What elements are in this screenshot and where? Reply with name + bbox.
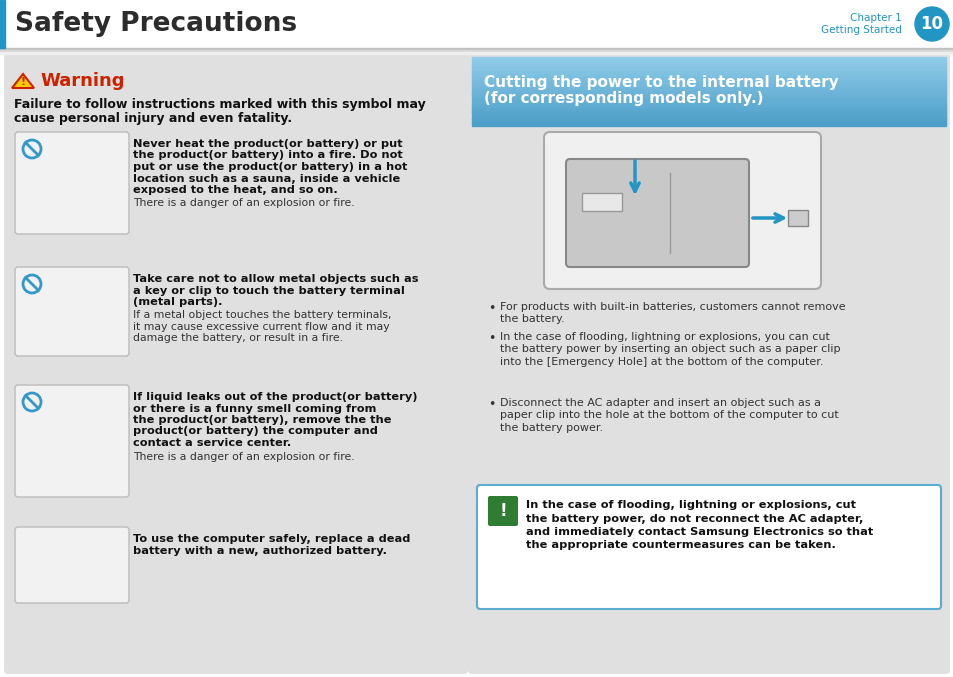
Polygon shape (12, 74, 34, 88)
Text: •: • (488, 302, 495, 315)
Bar (0, 0, 953, 48)
Text: Safety Precautions: Safety Precautions (15, 11, 296, 37)
FancyBboxPatch shape (4, 53, 468, 674)
Bar (472, 84, 945, 88)
FancyBboxPatch shape (15, 132, 129, 234)
Text: contact a service center.: contact a service center. (132, 438, 291, 448)
FancyBboxPatch shape (476, 485, 940, 609)
Text: Take care not to allow metal objects such as: Take care not to allow metal objects suc… (132, 274, 418, 284)
Text: !: ! (20, 77, 26, 87)
Text: the battery power, do not reconnect the AC adapter,: the battery power, do not reconnect the … (525, 513, 862, 523)
Bar (472, 97, 945, 102)
Bar (472, 115, 945, 118)
Text: a key or clip to touch the battery terminal: a key or clip to touch the battery termi… (132, 286, 404, 295)
FancyBboxPatch shape (468, 53, 949, 674)
Text: (metal parts).: (metal parts). (132, 297, 222, 307)
Text: the product(or battery) into a fire. Do not: the product(or battery) into a fire. Do … (132, 150, 402, 160)
FancyBboxPatch shape (543, 132, 821, 289)
Text: (for corresponding models only.): (for corresponding models only.) (483, 91, 762, 106)
Text: the battery.: the battery. (499, 315, 564, 324)
Text: 10: 10 (920, 15, 943, 33)
Text: Cutting the power to the internal battery: Cutting the power to the internal batter… (483, 75, 838, 90)
FancyBboxPatch shape (15, 527, 129, 603)
Text: •: • (488, 332, 495, 345)
Text: cause personal injury and even fatality.: cause personal injury and even fatality. (14, 112, 292, 125)
Text: it may cause excessive current flow and it may: it may cause excessive current flow and … (132, 322, 389, 332)
Bar (472, 67, 945, 71)
Text: To use the computer safely, replace a dead: To use the computer safely, replace a de… (132, 534, 410, 544)
Text: battery with a new, authorized battery.: battery with a new, authorized battery. (132, 546, 387, 556)
Text: paper clip into the hole at the bottom of the computer to cut: paper clip into the hole at the bottom o… (499, 410, 838, 420)
Bar (472, 87, 945, 91)
Text: put or use the product(or battery) in a hot: put or use the product(or battery) in a … (132, 162, 407, 172)
Circle shape (914, 7, 948, 41)
Bar (472, 94, 945, 98)
FancyBboxPatch shape (15, 267, 129, 356)
Text: Never heat the product(or battery) or put: Never heat the product(or battery) or pu… (132, 139, 402, 149)
Bar (0, 52, 953, 54)
Text: and immediately contact Samsung Electronics so that: and immediately contact Samsung Electron… (525, 527, 872, 537)
Text: into the [Emergency Hole] at the bottom of the computer.: into the [Emergency Hole] at the bottom … (499, 357, 822, 367)
Text: damage the battery, or result in a fire.: damage the battery, or result in a fire. (132, 333, 343, 343)
FancyBboxPatch shape (565, 159, 748, 267)
Text: Chapter 1: Chapter 1 (849, 13, 901, 23)
Bar (472, 60, 945, 64)
Bar (0, 0, 5, 48)
Bar (472, 112, 945, 115)
Bar (472, 81, 945, 85)
Text: exposed to the heat, and so on.: exposed to the heat, and so on. (132, 185, 337, 195)
Text: the battery power by inserting an object such as a paper clip: the battery power by inserting an object… (499, 345, 840, 355)
Bar (472, 118, 945, 122)
Text: There is a danger of an explosion or fire.: There is a danger of an explosion or fir… (132, 452, 355, 462)
Text: Warning: Warning (40, 72, 125, 90)
Bar (472, 77, 945, 81)
Text: Getting Started: Getting Started (821, 25, 901, 35)
Text: If a metal object touches the battery terminals,: If a metal object touches the battery te… (132, 311, 391, 320)
Bar (787, 210, 807, 226)
Text: For products with built-in batteries, customers cannot remove: For products with built-in batteries, cu… (499, 302, 844, 312)
Text: Failure to follow instructions marked with this symbol may: Failure to follow instructions marked wi… (14, 98, 425, 111)
Bar (472, 74, 945, 78)
Text: There is a danger of an explosion or fire.: There is a danger of an explosion or fir… (132, 198, 355, 209)
Text: Disconnect the AC adapter and insert an object such as a: Disconnect the AC adapter and insert an … (499, 398, 821, 408)
Bar (472, 108, 945, 112)
Bar (472, 64, 945, 68)
Text: In the case of flooding, lightning or explosions, you can cut: In the case of flooding, lightning or ex… (499, 332, 829, 342)
FancyBboxPatch shape (488, 496, 517, 526)
Bar (472, 101, 945, 105)
Bar (0, 48, 953, 50)
Text: location such as a sauna, inside a vehicle: location such as a sauna, inside a vehic… (132, 173, 400, 183)
Bar (472, 122, 945, 125)
Text: In the case of flooding, lightning or explosions, cut: In the case of flooding, lightning or ex… (525, 500, 855, 510)
Text: the product(or battery), remove the the: the product(or battery), remove the the (132, 415, 391, 425)
Text: the battery power.: the battery power. (499, 423, 602, 433)
Text: the appropriate countermeasures can be taken.: the appropriate countermeasures can be t… (525, 540, 835, 550)
Bar (472, 70, 945, 74)
Text: If liquid leaks out of the product(or battery): If liquid leaks out of the product(or ba… (132, 392, 417, 402)
FancyBboxPatch shape (15, 385, 129, 497)
Text: •: • (488, 398, 495, 411)
Bar (0, 50, 953, 52)
Text: product(or battery) the computer and: product(or battery) the computer and (132, 427, 377, 437)
Bar (472, 105, 945, 108)
Bar (472, 57, 945, 61)
Text: !: ! (498, 502, 506, 520)
Bar (581, 193, 621, 211)
Text: or there is a funny smell coming from: or there is a funny smell coming from (132, 403, 376, 414)
Bar (472, 91, 945, 95)
